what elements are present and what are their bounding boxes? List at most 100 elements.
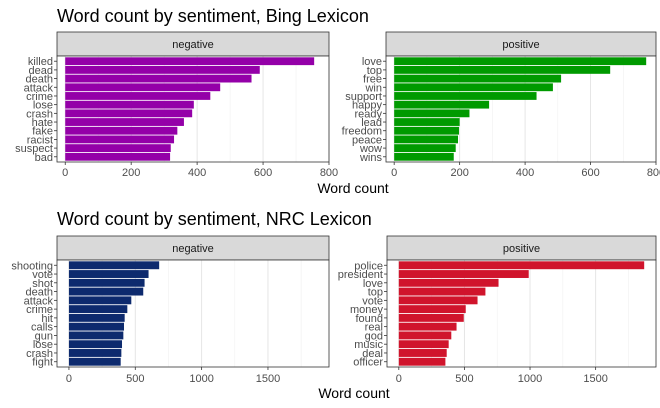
bar-vote [398,296,478,305]
bar-win [394,83,553,92]
y-tick-label: happy [352,100,382,112]
bar-money [398,305,466,314]
y-tick-label: officer [353,357,383,369]
facet-strip-label: negative [172,243,214,255]
x-tick-label: 0 [62,167,68,179]
y-tick-label: god [365,330,383,342]
bar-crash [65,109,193,118]
y-tick-label: police [354,260,383,272]
bar-gun [68,331,124,340]
bar-free [394,74,562,83]
y-tick-label: vote [32,269,53,281]
x-tick-label: 500 [455,373,473,385]
chart-title: Word count by sentiment, NRC Lexicon [57,209,372,229]
bar-killed [65,57,315,66]
y-tick-label: attack [24,295,54,307]
bar-top [398,287,486,296]
bar-god [398,331,452,340]
y-tick-label: real [365,322,383,334]
y-tick-label: love [363,278,383,290]
y-tick-label: hit [41,313,53,325]
bar-death [65,74,252,83]
y-tick-label: calls [31,322,54,334]
y-tick-label: bad [35,152,53,164]
bar-top [394,65,611,74]
x-tick-label: 0 [391,167,397,179]
panel-border [56,55,330,163]
panel-border [385,55,657,163]
bar-happy [394,100,490,109]
x-tick-label: 0 [396,373,402,385]
bar-crime [65,92,211,100]
y-tick-label: president [338,269,383,281]
y-tick-label: hate [32,117,53,129]
chart-title: Word count by sentiment, Bing Lexicon [57,6,369,26]
bar-officer [398,357,446,366]
facet-strip [56,235,330,261]
bar-vote [68,270,149,278]
x-tick-label: 200 [450,167,468,179]
panel-border [386,259,657,368]
bar-support [394,92,537,100]
figure-nrc: Word count by sentiment, NRC Lexicon Wor… [11,209,657,401]
y-tick-label: top [368,287,383,299]
bar-hate [65,118,184,126]
y-tick-label: wins [359,152,383,164]
y-tick-label: music [354,339,383,351]
facet-panel-negative: negative 0 200 400 600 800 killeddeaddeathatta… [15,31,338,179]
y-tick-label: peace [352,134,382,146]
bar-wow [394,144,456,153]
x-tick-label: 800 [320,167,338,179]
x-tick-label: 1500 [583,373,607,385]
x-tick-label: 400 [188,167,206,179]
bar-shooting [68,261,160,270]
bar-crash [68,349,122,357]
x-tick-label: 0 [66,373,72,385]
x-tick-label: 600 [581,167,599,179]
y-tick-label: crash [26,108,53,120]
bar-death [68,287,144,296]
y-tick-label: dead [29,65,53,77]
y-tick-label: shot [32,278,53,290]
bar-police [398,261,645,270]
x-tick-label: 1000 [189,373,213,385]
y-tick-label: fake [32,126,53,138]
bar-freedom [394,126,459,135]
x-tick-label: 600 [254,167,272,179]
x-tick-label: 1500 [256,373,280,385]
facet-panel-positive: positive 0 200 400 600 800 lovetopfreewinsuppo… [342,31,660,179]
y-tick-label: crash [26,348,53,360]
y-tick-label: lead [361,117,382,129]
bar-suspect [65,144,171,153]
y-tick-label: racist [27,134,53,146]
bar-calls [68,322,125,331]
x-axis-label: Word count [318,385,389,401]
bar-lose [65,100,194,109]
bar-shot [68,278,145,287]
x-tick-label: 800 [647,167,660,179]
y-tick-label: death [25,287,53,299]
bar-lead [394,118,460,126]
x-tick-label: 500 [126,373,144,385]
bar-hit [68,313,125,322]
figure-bing: Word count by sentiment, Bing Lexicon Wo… [15,6,660,196]
bar-love [398,278,499,287]
bar-racist [65,135,175,144]
bar-attack [65,83,221,92]
bar-peace [394,135,458,144]
y-tick-label: money [350,304,384,316]
bar-real [398,322,457,331]
y-tick-label: wow [359,143,382,155]
bar-bad [65,152,171,161]
panel-border [56,259,330,368]
facet-strip [56,31,330,57]
y-tick-label: killed [28,56,53,68]
facet-strip-label: positive [502,39,539,51]
bar-attack [68,296,132,305]
y-tick-label: free [363,74,382,86]
y-tick-label: lose [33,339,53,351]
y-tick-label: win [364,82,382,94]
bar-love [394,57,647,66]
x-tick-label: 1000 [518,373,542,385]
